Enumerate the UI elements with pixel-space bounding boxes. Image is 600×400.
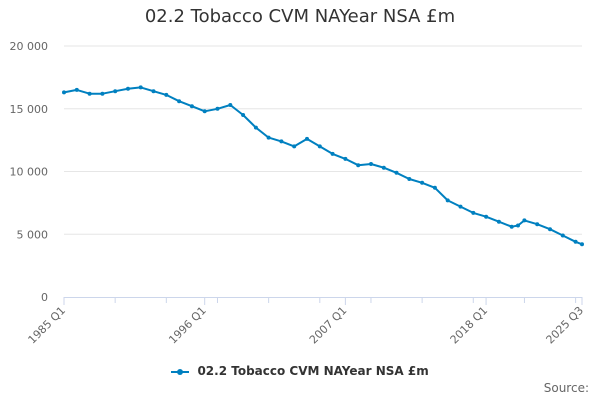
data-point[interactable] (292, 144, 297, 149)
data-point[interactable] (560, 233, 565, 238)
gridlines (64, 45, 582, 235)
data-point[interactable] (394, 170, 399, 175)
data-point[interactable] (407, 177, 412, 181)
data-point[interactable] (100, 91, 105, 96)
data-point[interactable] (113, 89, 118, 94)
data-point[interactable] (356, 163, 361, 168)
data-point[interactable] (330, 151, 335, 156)
x-tick-label: 1985 Q1 (26, 304, 69, 347)
y-tick-label: 0 (41, 291, 48, 304)
x-tick-label: 2025 Q3 (544, 304, 587, 347)
y-tick-label: 10 000 (10, 166, 49, 179)
legend-marker-icon (171, 367, 190, 377)
data-point[interactable] (548, 227, 552, 232)
data-point[interactable] (522, 218, 527, 223)
series-group (62, 85, 584, 247)
data-point[interactable] (202, 109, 207, 114)
y-tick-label: 15 000 (10, 103, 49, 116)
data-point[interactable] (189, 104, 194, 109)
legend-label: 02.2 Tobacco CVM NAYear NSA £m (197, 364, 429, 378)
data-point[interactable] (177, 99, 182, 104)
y-tick-label: 20 000 (10, 40, 49, 53)
data-point[interactable] (253, 125, 258, 130)
data-point[interactable] (266, 135, 271, 140)
data-point[interactable] (241, 113, 246, 117)
data-point[interactable] (305, 136, 309, 141)
data-point[interactable] (484, 214, 489, 219)
data-point[interactable] (509, 224, 514, 229)
data-point[interactable] (458, 204, 463, 209)
data-point[interactable] (317, 144, 322, 149)
data-point[interactable] (343, 156, 348, 161)
chart-title: 02.2 Tobacco CVM NAYear NSA £m (144, 6, 456, 27)
data-point[interactable] (228, 103, 233, 107)
source-credit[interactable]: Source: (543, 381, 589, 395)
data-point[interactable] (138, 85, 143, 90)
data-point[interactable] (535, 222, 540, 227)
y-axis-ticks: 0 5 000 10 000 15 000 20 000 (10, 40, 49, 304)
data-point[interactable] (74, 87, 79, 92)
x-tick-label: 2007 Q1 (307, 304, 350, 347)
y-tick-label: 5 000 (17, 228, 49, 241)
x-tick-label: 1996 Q1 (166, 304, 209, 347)
data-point[interactable] (516, 223, 520, 228)
data-point[interactable] (126, 86, 130, 91)
series-line (63, 86, 583, 246)
data-point[interactable] (432, 185, 437, 190)
data-point[interactable] (573, 239, 578, 244)
data-point[interactable] (580, 242, 584, 247)
data-point[interactable] (62, 90, 66, 95)
data-point[interactable] (279, 139, 284, 144)
data-point[interactable] (445, 198, 450, 203)
data-point[interactable] (87, 91, 92, 96)
data-point[interactable] (151, 89, 156, 94)
data-point[interactable] (471, 210, 476, 215)
data-point[interactable] (381, 165, 386, 170)
data-point[interactable] (420, 180, 425, 185)
data-point[interactable] (215, 106, 220, 111)
data-point[interactable] (164, 92, 169, 97)
x-axis: 1985 Q1 1996 Q1 2007 Q1 2018 Q1 2025 Q3 (26, 297, 587, 347)
data-point[interactable] (369, 162, 373, 166)
legend[interactable]: 02.2 Tobacco CVM NAYear NSA £m (0, 364, 600, 378)
x-tick-label: 2018 Q1 (448, 304, 491, 347)
data-point[interactable] (496, 219, 501, 224)
